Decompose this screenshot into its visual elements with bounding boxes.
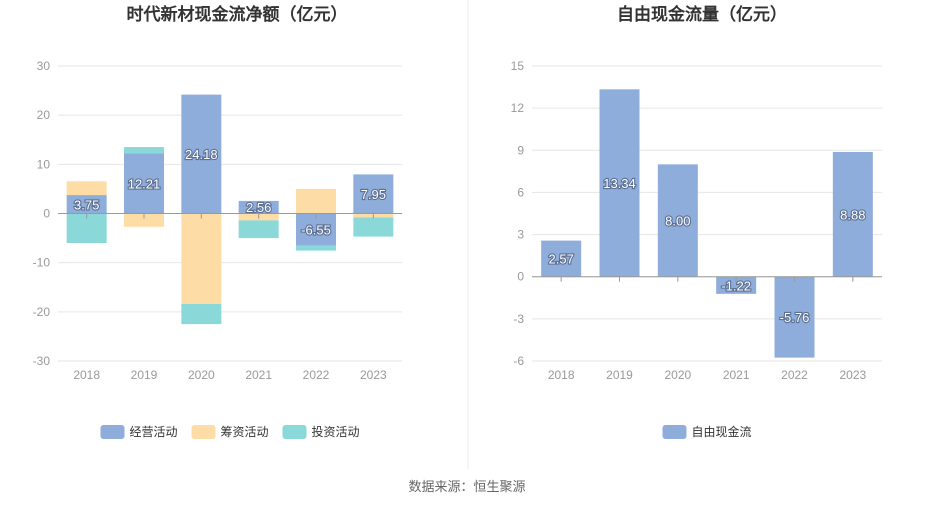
left-legend-label: 筹资活动 (221, 425, 269, 439)
right-chart-title: 自由现金流量（亿元） (617, 4, 787, 24)
left-legend-swatch (191, 425, 216, 439)
right-y-tick-label: -6 (513, 354, 524, 368)
right-data-label: 8.00 (665, 214, 690, 229)
right-x-tick-label: 2021 (723, 368, 750, 382)
right-data-label: 2.57 (549, 252, 574, 267)
right-y-tick-label: 3 (517, 228, 524, 242)
left-bar-3 (181, 303, 222, 325)
right-y-tick-label: 0 (517, 270, 524, 284)
right-y-tick-label: 6 (517, 185, 524, 199)
right-bar-1 (774, 276, 815, 358)
source-note: 数据来源：恒生聚源 (408, 479, 525, 494)
right-y-tick-label: -3 (513, 312, 524, 326)
right-bar-1 (599, 89, 640, 277)
left-y-tick-label: -10 (33, 256, 51, 270)
left-bar-3 (124, 147, 164, 154)
right-bar-1 (716, 276, 757, 294)
left-legend-swatch (282, 425, 307, 439)
right-data-label: -1.22 (721, 278, 751, 293)
right-bar-1 (657, 164, 698, 277)
left-bar-2 (296, 188, 336, 214)
left-y-tick-label: -20 (33, 305, 51, 319)
left-x-tick-label: 2023 (360, 368, 387, 382)
left-legend-label: 投资活动 (312, 424, 360, 439)
left-bar-1 (66, 195, 107, 214)
left-chart-title: 时代新材现金流净额（亿元） (127, 4, 348, 24)
left-data-label: -6.55 (301, 223, 331, 238)
left-bar-1 (181, 94, 222, 214)
left-data-label: 12.21 (128, 176, 161, 191)
left-bar-3 (296, 245, 336, 251)
left-y-tick-label: 10 (37, 157, 51, 171)
left-bar-1 (353, 174, 394, 214)
left-legend-item[interactable]: 经营活动 (100, 425, 178, 439)
right-legend-swatch (662, 425, 687, 439)
left-bar-2 (181, 213, 222, 304)
left-bar-3 (238, 220, 279, 239)
right-legend-item[interactable]: 自由现金流 (662, 424, 752, 439)
left-bar-1 (238, 200, 279, 214)
right-data-label: -5.76 (780, 310, 810, 325)
left-data-label: 2.56 (246, 200, 271, 215)
left-chart: 时代新材现金流净额（亿元） -30 -20 -10 0 10 20 30 2018 2019 202… (33, 4, 402, 439)
left-x-tick-label: 2019 (131, 368, 158, 382)
right-data-label: 8.88 (840, 207, 865, 222)
left-x-tick-label: 2021 (245, 368, 272, 382)
right-y-tick-label: 12 (511, 101, 525, 115)
left-legend-label: 经营活动 (130, 425, 178, 439)
left-data-label: 7.95 (361, 187, 386, 202)
right-y-tick-label: 15 (511, 59, 525, 73)
left-y-tick-label: 30 (37, 59, 51, 73)
left-y-tick-label: 0 (43, 207, 50, 221)
left-bar-3 (353, 217, 394, 237)
left-bar-1 (296, 213, 336, 246)
right-bar-1 (541, 240, 582, 277)
right-data-label: 13.34 (603, 176, 636, 191)
right-x-tick-label: 2022 (781, 368, 808, 382)
left-legend-swatch (100, 425, 125, 439)
right-y-tick-label: 9 (517, 143, 524, 157)
left-y-tick-label: 20 (37, 108, 51, 122)
right-bar-1 (832, 151, 873, 277)
right-x-tick-label: 2018 (548, 368, 575, 382)
left-bar-2 (66, 181, 107, 196)
left-y-tick-label: -30 (33, 354, 51, 368)
left-x-tick-label: 2018 (73, 368, 100, 382)
left-legend-item[interactable]: 筹资活动 (191, 425, 269, 439)
right-chart: 自由现金流量（亿元） -6 -3 0 3 6 9 12 15 2018 2019 2020 2021 20… (511, 4, 882, 439)
left-legend-item[interactable]: 投资活动 (282, 424, 360, 439)
right-legend-label: 自由现金流 (692, 424, 752, 439)
left-bar-1 (124, 153, 164, 214)
left-x-tick-label: 2020 (188, 368, 215, 382)
left-data-label: 3.75 (74, 197, 99, 212)
left-bar-2 (124, 213, 164, 227)
right-x-tick-label: 2020 (664, 368, 691, 382)
left-x-tick-label: 2022 (303, 368, 330, 382)
right-x-tick-label: 2023 (839, 368, 866, 382)
right-x-tick-label: 2019 (606, 368, 633, 382)
left-data-label: 24.18 (185, 147, 218, 162)
